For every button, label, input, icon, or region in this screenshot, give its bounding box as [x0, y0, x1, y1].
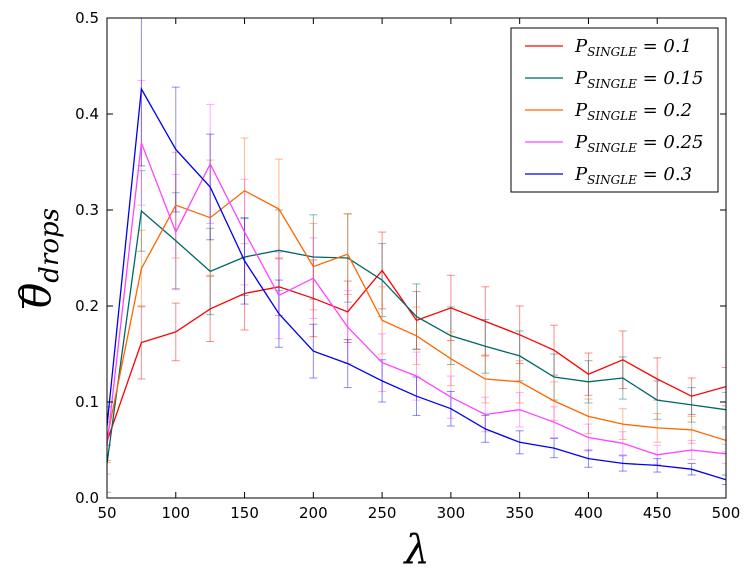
legend-label: PSINGLE = 0.3 — [574, 164, 692, 187]
x-axis-label: λ — [402, 527, 429, 573]
series-line — [107, 86, 726, 481]
x-tick-label: 150 — [230, 504, 259, 522]
x-tick-label: 500 — [712, 504, 741, 522]
y-tick-label: 0.5 — [75, 9, 99, 27]
x-tick-label: 200 — [299, 504, 328, 522]
plot-area — [107, 18, 726, 493]
error-bar — [722, 428, 726, 453]
x-tick-label: 100 — [161, 504, 190, 522]
series-line — [107, 190, 726, 442]
x-tick-label: 250 — [368, 504, 397, 522]
legend: PSINGLE = 0.1 PSINGLE = 0.15 PSINGLE = 0.2… — [510, 27, 719, 193]
x-tick-label: 350 — [505, 504, 534, 522]
y-tick-label: 0.0 — [75, 489, 99, 507]
series-2 — [107, 137, 726, 463]
legend-item: PSINGLE = 0.3 — [525, 164, 692, 187]
error-bar — [722, 474, 726, 486]
y-tick-label: 0.4 — [75, 105, 99, 123]
x-tick-label: 450 — [643, 504, 672, 522]
error-bar — [107, 413, 111, 463]
svg-text:θdrops: θdrops — [11, 208, 65, 308]
legend-label: PSINGLE = 0.2 — [574, 100, 692, 123]
y-axis-label-main: θ — [11, 283, 60, 308]
error-bar — [722, 391, 726, 428]
legend-label: PSINGLE = 0.25 — [574, 132, 704, 155]
error-bar — [722, 443, 726, 464]
axes: 50 100 150 200 250 300 350 400 450 500 0.0 0.1 0.2 0.… — [22, 9, 741, 522]
y-tick-label: 0.2 — [75, 297, 99, 315]
legend-item: PSINGLE = 0.2 — [525, 100, 692, 123]
series-line — [107, 142, 726, 456]
series-line — [107, 209, 726, 464]
y-axis-label-sub: drops — [35, 208, 65, 283]
x-tick-label: 50 — [97, 504, 116, 522]
legend-item: PSINGLE = 0.15 — [525, 68, 704, 91]
series-line — [107, 269, 726, 442]
y-tick-label: 0.3 — [75, 201, 99, 219]
legend-label: PSINGLE = 0.1 — [574, 36, 692, 59]
legend-item: PSINGLE = 0.25 — [525, 132, 704, 155]
x-tick-label: 300 — [437, 504, 466, 522]
legend-item: PSINGLE = 0.1 — [525, 36, 692, 59]
y-axis-label: θdrops — [11, 208, 65, 308]
error-bar — [722, 366, 726, 407]
plot-frame — [106, 17, 727, 499]
x-tick-label: 400 — [574, 504, 603, 522]
y-tick-label: 0.1 — [75, 393, 99, 411]
legend-label: PSINGLE = 0.15 — [574, 68, 704, 91]
